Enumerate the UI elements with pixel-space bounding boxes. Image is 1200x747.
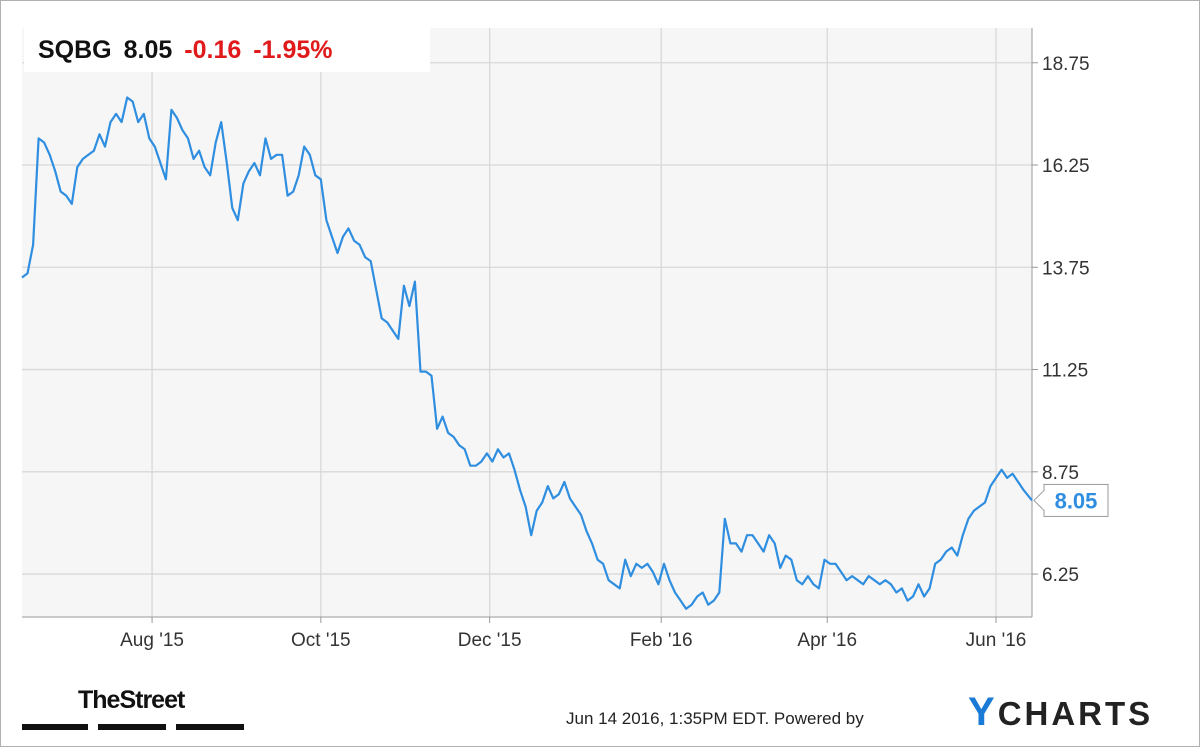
- last-value-callout: 8.05: [1033, 483, 1109, 517]
- ycharts-logo-rest: CHARTS: [997, 695, 1154, 732]
- y-tick-label: 18.75: [1042, 54, 1090, 75]
- y-tick-label: 6.25: [1042, 565, 1079, 586]
- y-tick-label: 8.75: [1042, 463, 1079, 484]
- thestreet-logo: TheStreet: [22, 686, 244, 734]
- axes: 6.25 8.75 11.25 13.75 16.25 18.75 Aug '15 Oct '…: [22, 28, 1090, 651]
- ycharts-logo-y: Y: [968, 690, 998, 734]
- footer-timestamp: Jun 14 2016, 1:35PM EDT. Powered by: [566, 709, 864, 729]
- powered-by-text: Powered by: [773, 709, 864, 728]
- x-tick-label: Oct '15: [291, 630, 351, 651]
- timestamp: Jun 14 2016, 1:35PM EDT.: [566, 709, 770, 728]
- ticker-symbol: SQBG: [38, 35, 112, 64]
- thestreet-logo-text: TheStreet: [78, 686, 185, 714]
- logo-bar: [22, 724, 88, 730]
- callout-pointer: [1033, 489, 1045, 512]
- x-tick-label: Aug '15: [120, 630, 184, 651]
- quote-header: SQBG 8.05 -0.16 -1.95%: [24, 28, 430, 72]
- price-change-percent: -1.95%: [253, 35, 333, 64]
- logo-bar: [98, 724, 166, 730]
- price-change: -0.16: [184, 35, 242, 64]
- x-tick-label: Jun '16: [966, 630, 1027, 651]
- x-tick-label: Feb '16: [630, 630, 693, 651]
- y-tick-label: 11.25: [1042, 361, 1088, 382]
- price-series-line: [21, 96, 1033, 610]
- grid-lines: [22, 28, 1032, 617]
- y-tick-label: 13.75: [1042, 258, 1090, 279]
- last-price: 8.05: [123, 35, 173, 64]
- callout-box: [1043, 483, 1109, 517]
- x-tick-label: Apr '16: [797, 630, 857, 651]
- x-tick-label: Dec '15: [458, 630, 522, 651]
- y-tick-label: 16.25: [1042, 156, 1090, 177]
- logo-bar: [176, 724, 244, 730]
- ycharts-logo[interactable]: YCHARTS: [968, 690, 1153, 735]
- last-value-label: 8.05: [1055, 488, 1098, 513]
- plot-area: [22, 28, 1032, 617]
- callout-joint: [1043, 491, 1046, 510]
